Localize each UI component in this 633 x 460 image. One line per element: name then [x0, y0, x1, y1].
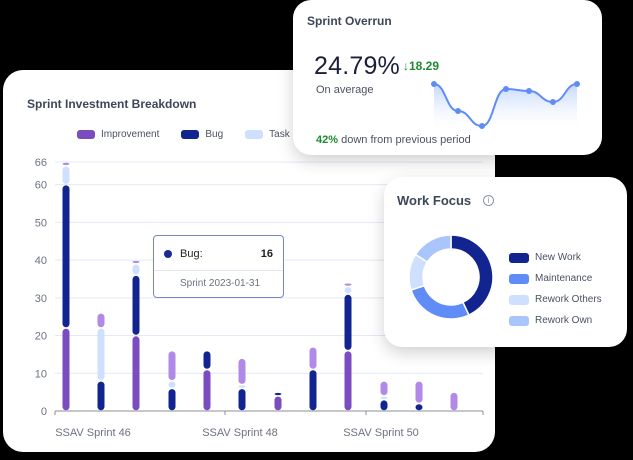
legend-bug[interactable]: Bug	[181, 129, 223, 140]
svg-text:SSAV Sprint 46: SSAV Sprint 46	[55, 427, 131, 439]
svg-text:SSAV Sprint 48: SSAV Sprint 48	[202, 427, 278, 439]
legend-improvement[interactable]: Improvement	[77, 129, 159, 140]
legend-label: Improvement	[101, 129, 160, 140]
overrun-subtitle: On average	[316, 84, 374, 96]
investment-bar-chart: 0 10 20 30 40 50 60 66 SSAV Sprint 46 SSAV Sprint…	[35, 157, 484, 439]
overrun-title: Sprint Overrun	[307, 14, 392, 28]
svg-text:0: 0	[41, 406, 47, 418]
svg-text:30: 30	[35, 293, 47, 305]
overrun-value: 24.79%	[314, 52, 400, 80]
investment-legend: Improvement Bug Task	[77, 129, 312, 140]
work-focus-donut	[408, 234, 494, 320]
sprint-overrun-card: Sprint Overrun 24.79% ↓18.29 On average …	[293, 0, 602, 155]
focus-title: Work Focus	[397, 193, 472, 208]
info-icon[interactable]: i	[483, 195, 494, 206]
focus-legend: New Work Maintenance Rework Others Rewor…	[509, 247, 602, 331]
investment-title: Sprint Investment Breakdown	[27, 97, 197, 111]
bug-swatch	[181, 130, 200, 139]
legend-rework-others[interactable]: Rework Others	[509, 289, 602, 310]
svg-text:50: 50	[35, 217, 47, 229]
tooltip-divider	[154, 270, 283, 271]
svg-text:10: 10	[35, 368, 47, 380]
legend-new-work[interactable]: New Work	[509, 247, 602, 268]
overrun-delta: ↓18.29	[403, 59, 440, 73]
svg-text:20: 20	[35, 331, 47, 343]
tooltip-sprint: Sprint 2023-01-31	[180, 278, 261, 289]
svg-text:SSAV Sprint 50: SSAV Sprint 50	[343, 427, 419, 439]
improvement-swatch	[77, 130, 95, 139]
overrun-sparkline	[431, 81, 580, 129]
legend-task[interactable]: Task	[245, 129, 290, 140]
overrun-comparison: 42% down from previous period	[316, 134, 471, 146]
bug-dot-icon	[164, 250, 172, 258]
arrow-down-icon: ↓	[403, 59, 409, 73]
legend-label: Task	[269, 129, 290, 140]
chart-tooltip: Bug: 16 Sprint 2023-01-31	[153, 235, 284, 298]
task-swatch	[245, 130, 264, 139]
tooltip-series: Bug:	[180, 248, 203, 260]
svg-text:60: 60	[35, 180, 47, 192]
svg-text:40: 40	[35, 255, 47, 267]
legend-label: Bug	[205, 129, 224, 140]
legend-maintenance[interactable]: Maintenance	[509, 268, 602, 289]
tooltip-value: 16	[260, 248, 273, 260]
legend-rework-own[interactable]: Rework Own	[509, 310, 602, 331]
work-focus-card: Work Focus i New Work Maintenance Rework…	[384, 177, 627, 347]
svg-text:66: 66	[35, 157, 47, 169]
